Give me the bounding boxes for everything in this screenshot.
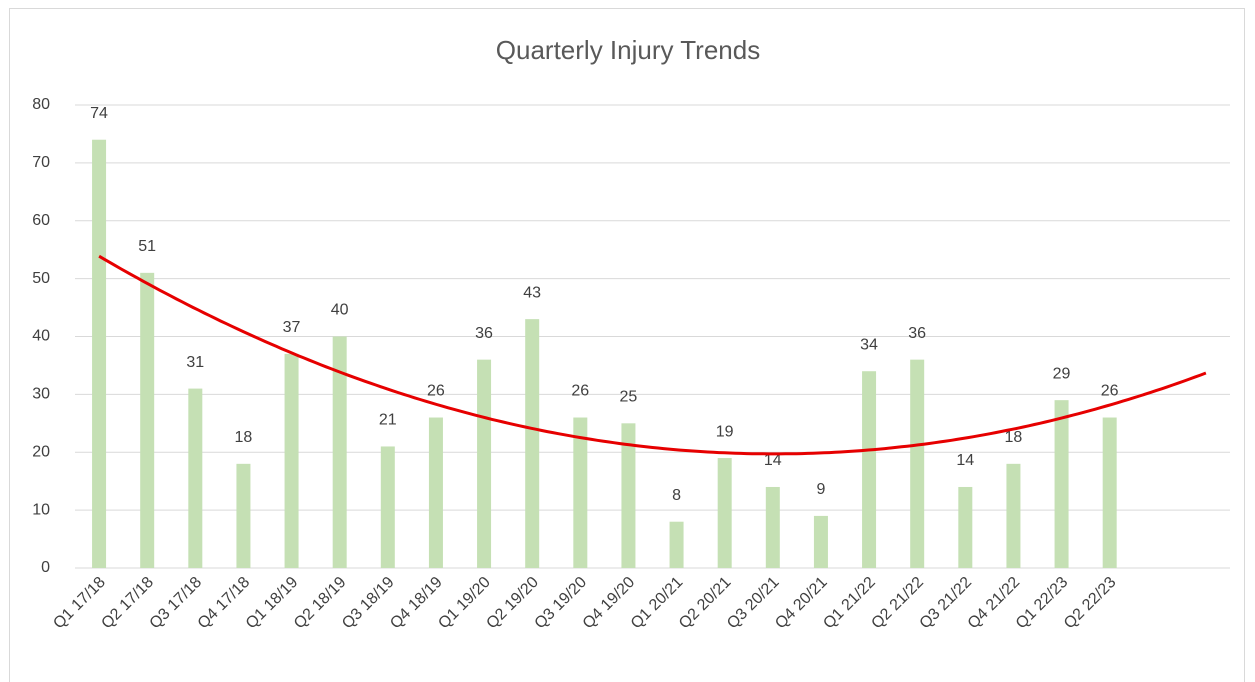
value-label: 34: [860, 336, 878, 353]
y-tick-label: 70: [32, 154, 50, 171]
value-label: 36: [475, 325, 493, 342]
value-label: 21: [379, 412, 397, 429]
bar: [525, 319, 540, 568]
value-label: 14: [956, 452, 974, 469]
bar: [188, 388, 203, 568]
bar: [669, 521, 684, 568]
bar: [380, 446, 395, 568]
bar: [236, 463, 251, 568]
bar: [621, 423, 636, 568]
bar: [813, 515, 828, 568]
value-label: 14: [764, 452, 782, 469]
y-tick-label: 10: [32, 501, 50, 518]
y-tick-label: 40: [32, 328, 50, 345]
bar: [1054, 400, 1069, 568]
bar: [477, 359, 492, 568]
bar: [332, 336, 347, 568]
bar: [1102, 417, 1117, 568]
trend-line: [98, 254, 1207, 456]
bar: [1006, 463, 1021, 568]
bar: [573, 417, 588, 568]
bar: [765, 486, 780, 568]
value-label: 25: [620, 389, 638, 406]
y-tick-label: 0: [41, 559, 50, 576]
bar: [958, 486, 973, 568]
value-label: 36: [908, 325, 926, 342]
bar: [428, 417, 443, 568]
value-label: 19: [716, 423, 734, 440]
y-tick-label: 60: [32, 212, 50, 229]
value-label: 18: [1005, 429, 1023, 446]
y-tick-label: 80: [32, 96, 50, 113]
y-tick-label: 20: [32, 443, 50, 460]
bar: [910, 359, 925, 568]
value-label: 26: [427, 383, 445, 400]
value-label: 31: [186, 354, 204, 371]
bar: [140, 272, 155, 568]
value-label: 40: [331, 302, 349, 319]
y-tick-label: 30: [32, 386, 50, 403]
bar: [92, 139, 107, 568]
value-label: 74: [90, 105, 108, 122]
value-label: 9: [816, 481, 825, 498]
value-label: 8: [672, 487, 681, 504]
value-label: 18: [235, 429, 253, 446]
chart-title: Quarterly Injury Trends: [496, 35, 760, 65]
value-label: 26: [571, 383, 589, 400]
bar: [862, 371, 877, 568]
chart-border: [9, 8, 1245, 682]
y-tick-label: 50: [32, 270, 50, 287]
value-label: 43: [523, 284, 541, 301]
value-label: 26: [1101, 383, 1119, 400]
value-label: 29: [1053, 365, 1071, 382]
bar: [717, 458, 732, 568]
bar: [284, 353, 299, 568]
value-label: 51: [138, 238, 156, 255]
value-label: 37: [283, 319, 301, 336]
